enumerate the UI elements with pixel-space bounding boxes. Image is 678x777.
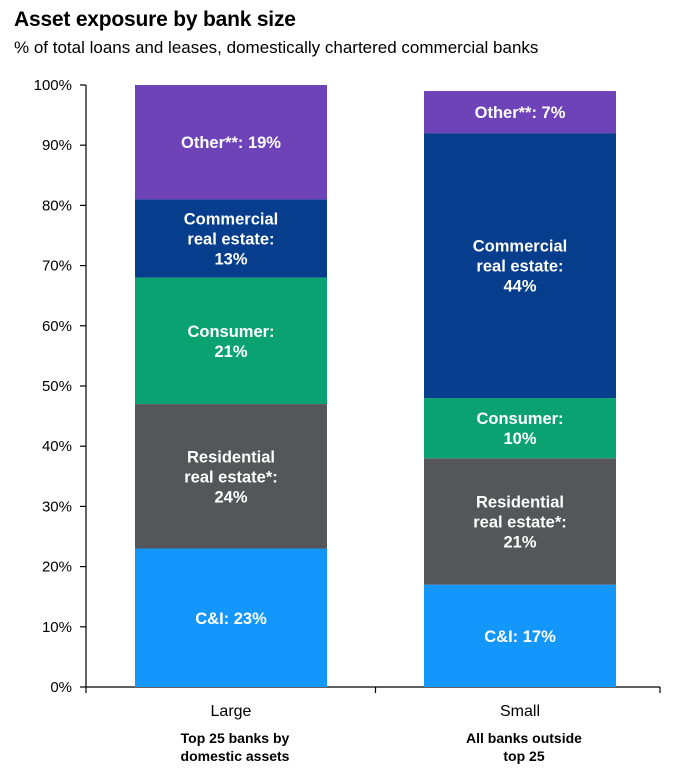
- category-label: Large: [211, 703, 252, 720]
- y-tick-label: 60%: [42, 318, 72, 335]
- y-tick-label: 30%: [42, 498, 72, 515]
- y-tick-label: 70%: [42, 258, 72, 275]
- category-sublabel: domestic assets: [181, 748, 290, 764]
- y-tick-label: 40%: [42, 438, 72, 455]
- segment-data-label: Other**: 7%: [475, 104, 566, 122]
- bar-segment-commercial-real-estate-small: [424, 133, 616, 399]
- segment-data-label: 21%: [503, 533, 536, 551]
- bar-segment-other-large: [135, 85, 327, 200]
- y-tick-label: 10%: [42, 619, 72, 636]
- y-tick-label: 90%: [42, 137, 72, 154]
- bar-segment-consumer-small: [424, 398, 616, 459]
- bar-segment-other-small: [424, 91, 616, 134]
- segment-data-label: real estate*:: [184, 468, 278, 486]
- chart-subtitle: % of total loans and leases, domesticall…: [14, 38, 539, 57]
- y-tick-label: 100%: [34, 77, 72, 94]
- bar-segment-residential-real-estate-small: [424, 458, 616, 585]
- y-tick-label: 20%: [42, 559, 72, 576]
- segment-data-label: 44%: [503, 278, 536, 296]
- segment-data-label: Commercial: [184, 211, 278, 229]
- bar-segment-consumer-large: [135, 277, 327, 405]
- y-tick-label: 80%: [42, 197, 72, 214]
- category-sublabel: All banks outside: [466, 730, 582, 746]
- segment-data-label: Consumer:: [187, 323, 274, 341]
- segment-data-label: C&I: 23%: [195, 610, 267, 628]
- category-sublabel: Top 25 banks by: [181, 730, 290, 746]
- segment-data-label: Other**: 19%: [181, 134, 281, 152]
- segment-data-label: Residential: [187, 448, 275, 466]
- chart-title: Asset exposure by bank size: [14, 8, 296, 31]
- segment-data-label: Residential: [476, 493, 564, 511]
- category-label: Small: [500, 703, 540, 720]
- segment-data-label: Consumer:: [476, 410, 563, 428]
- segment-data-label: 13%: [214, 251, 247, 269]
- segment-data-label: C&I: 17%: [484, 628, 556, 646]
- y-tick-label: 0%: [50, 679, 72, 696]
- segment-data-label: 24%: [214, 488, 247, 506]
- segment-data-label: real estate:: [476, 258, 563, 276]
- segment-data-label: 21%: [214, 343, 247, 361]
- bar-segment-residential-real-estate-large: [135, 404, 327, 549]
- bar-segment-c-i-small: [424, 584, 616, 687]
- bar-segment-c-i-large: [135, 548, 327, 687]
- y-tick-label: 50%: [42, 378, 72, 395]
- segment-data-label: Commercial: [473, 238, 567, 256]
- segment-data-label: real estate:: [187, 231, 274, 249]
- segment-data-label: real estate*:: [473, 513, 567, 531]
- category-sublabel: top 25: [503, 748, 544, 764]
- bar-segment-commercial-real-estate-large: [135, 199, 327, 278]
- segment-data-label: 10%: [503, 430, 536, 448]
